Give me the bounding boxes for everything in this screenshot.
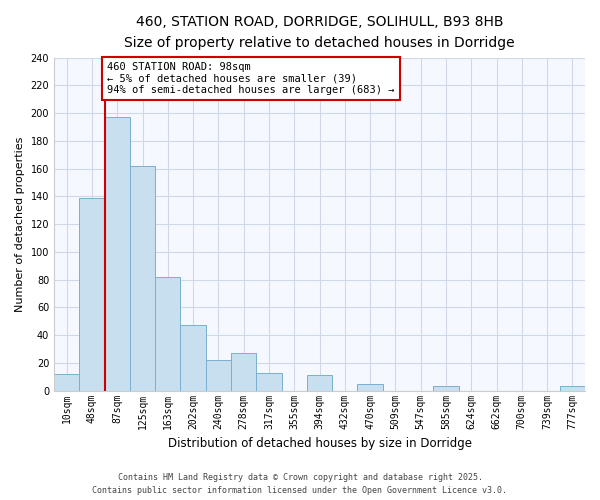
Bar <box>79 198 104 390</box>
Text: Contains HM Land Registry data © Crown copyright and database right 2025.
Contai: Contains HM Land Registry data © Crown c… <box>92 474 508 495</box>
Bar <box>206 360 231 390</box>
Bar <box>256 372 281 390</box>
X-axis label: Distribution of detached houses by size in Dorridge: Distribution of detached houses by size … <box>167 437 472 450</box>
Bar <box>181 326 206 390</box>
Bar <box>560 386 585 390</box>
Bar <box>358 384 383 390</box>
Bar <box>155 277 181 390</box>
Bar <box>54 374 79 390</box>
Title: 460, STATION ROAD, DORRIDGE, SOLIHULL, B93 8HB
Size of property relative to deta: 460, STATION ROAD, DORRIDGE, SOLIHULL, B… <box>124 15 515 50</box>
Bar <box>433 386 458 390</box>
Bar <box>307 376 332 390</box>
Bar <box>231 353 256 391</box>
Bar <box>104 118 130 390</box>
Y-axis label: Number of detached properties: Number of detached properties <box>15 136 25 312</box>
Text: 460 STATION ROAD: 98sqm
← 5% of detached houses are smaller (39)
94% of semi-det: 460 STATION ROAD: 98sqm ← 5% of detached… <box>107 62 395 95</box>
Bar <box>130 166 155 390</box>
